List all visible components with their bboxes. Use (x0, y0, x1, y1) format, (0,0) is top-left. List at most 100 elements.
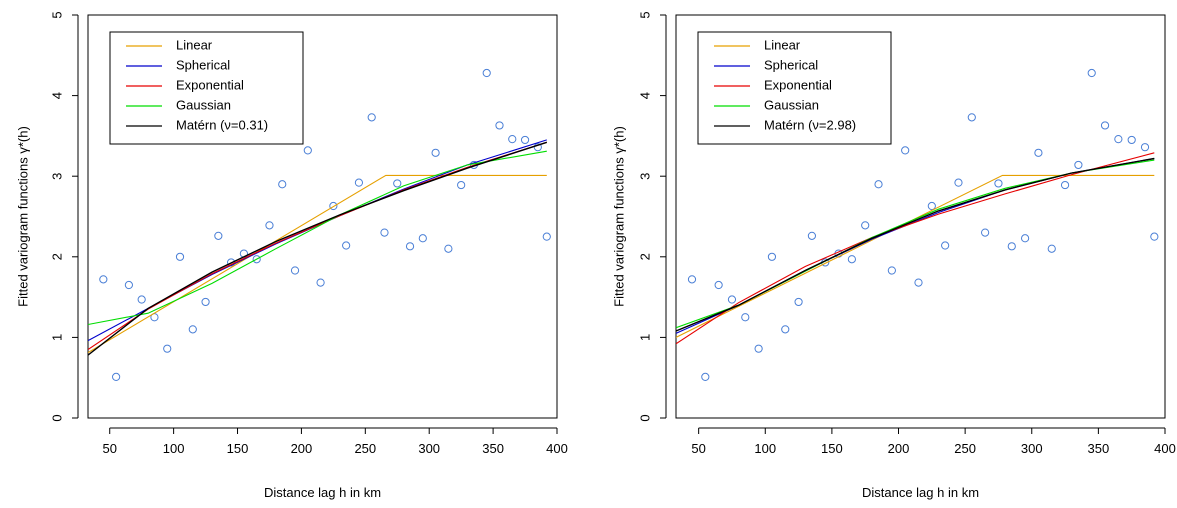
legend-label: Linear (176, 37, 213, 52)
data-point (342, 241, 351, 250)
data-point (431, 148, 440, 157)
data-point (303, 146, 312, 155)
x-tick-label: 50 (691, 441, 705, 456)
y-tick-label: 0 (49, 414, 64, 421)
data-point (1047, 244, 1056, 253)
series-line-spherical (88, 139, 547, 342)
x-tick-label: 400 (546, 441, 568, 456)
legend-label: Spherical (764, 57, 818, 72)
legend-label: Gaussian (176, 97, 231, 112)
legend-label: Gaussian (764, 97, 819, 112)
data-point (727, 295, 737, 304)
data-point (252, 255, 261, 264)
y-axis-label: Fitted variogram functions γ*(h) (15, 126, 30, 307)
data-point (807, 231, 817, 240)
data-point (1020, 234, 1030, 243)
data-point (767, 252, 777, 261)
data-point (175, 252, 185, 261)
data-point (741, 313, 750, 322)
y-tick-label: 2 (637, 253, 652, 260)
data-point (1127, 135, 1136, 145)
data-point (99, 275, 108, 284)
series-line-exponential (88, 141, 547, 350)
data-point (981, 228, 990, 237)
data-point (1007, 242, 1016, 251)
series-line-linear (88, 174, 547, 354)
series-line-gaussian (88, 150, 547, 326)
data-point (754, 344, 763, 353)
data-point (265, 221, 274, 230)
data-point (495, 121, 504, 130)
x-tick-label: 300 (1021, 441, 1043, 456)
data-point (794, 297, 803, 307)
x-tick-label: 250 (954, 441, 976, 456)
data-point (1100, 121, 1110, 130)
data-point (508, 135, 517, 144)
data-point (482, 68, 491, 78)
data-point (278, 180, 287, 189)
series-line-exponential (676, 152, 1155, 345)
plot-frame (87, 14, 558, 419)
data-point (714, 280, 723, 290)
x-axis-label: Distance lag h in km (862, 485, 979, 500)
x-tick-label: 350 (1088, 441, 1110, 456)
data-point (214, 231, 223, 240)
data-point (1140, 143, 1150, 152)
data-point (901, 146, 910, 155)
data-point (1114, 135, 1123, 144)
data-point (520, 135, 530, 145)
data-point (201, 297, 210, 307)
data-point (367, 113, 376, 122)
data-point (701, 372, 710, 381)
y-tick-label: 2 (49, 253, 64, 260)
data-point (954, 178, 963, 187)
data-point (542, 232, 551, 241)
data-point (861, 221, 870, 230)
data-point (457, 180, 466, 190)
legend-label: Linear (764, 37, 801, 52)
legend-box (697, 31, 892, 145)
data-point (405, 242, 415, 251)
y-tick-label: 5 (49, 11, 64, 18)
data-point (927, 201, 936, 211)
data-point (914, 278, 923, 287)
x-tick-label: 150 (821, 441, 843, 456)
x-tick-label: 200 (888, 441, 910, 456)
y-tick-label: 4 (637, 92, 652, 99)
data-point (112, 372, 121, 381)
data-point (290, 266, 300, 275)
chart-panel-2: 50 100 150 200 250 300 350 400 0 1 2 3 4 5 Distance la… (611, 11, 1175, 500)
legend-label: Matérn (ν=0.31) (176, 117, 268, 132)
legend-label: Matérn (ν=2.98) (764, 117, 856, 132)
y-tick-label: 3 (637, 173, 652, 180)
y-tick-label: 0 (637, 414, 652, 421)
legend-label: Exponential (176, 77, 244, 92)
y-tick-label: 4 (49, 92, 64, 99)
x-tick-label: 100 (754, 441, 776, 456)
data-point (1060, 180, 1070, 190)
series-line-spherical (676, 157, 1155, 334)
data-point (941, 241, 950, 250)
data-point (687, 275, 697, 284)
y-tick-label: 1 (49, 334, 64, 341)
x-tick-label: 350 (482, 441, 504, 456)
data-point (533, 143, 542, 152)
data-point (994, 179, 1003, 188)
y-axis-label: Fitted variogram functions γ*(h) (611, 126, 626, 307)
data-point (188, 325, 197, 334)
y-tick-label: 3 (49, 173, 64, 180)
data-point (163, 344, 172, 353)
data-point (124, 280, 133, 290)
x-tick-label: 250 (354, 441, 376, 456)
x-axis-label: Distance lag h in km (264, 485, 381, 500)
data-point (1034, 148, 1043, 157)
data-point (847, 255, 856, 264)
legend-label: Spherical (176, 57, 230, 72)
data-point (887, 266, 896, 275)
series-line-matérn (676, 157, 1155, 332)
x-tick-label: 100 (163, 441, 185, 456)
series-line-matérn (88, 141, 548, 356)
x-tick-label: 400 (1154, 441, 1176, 456)
